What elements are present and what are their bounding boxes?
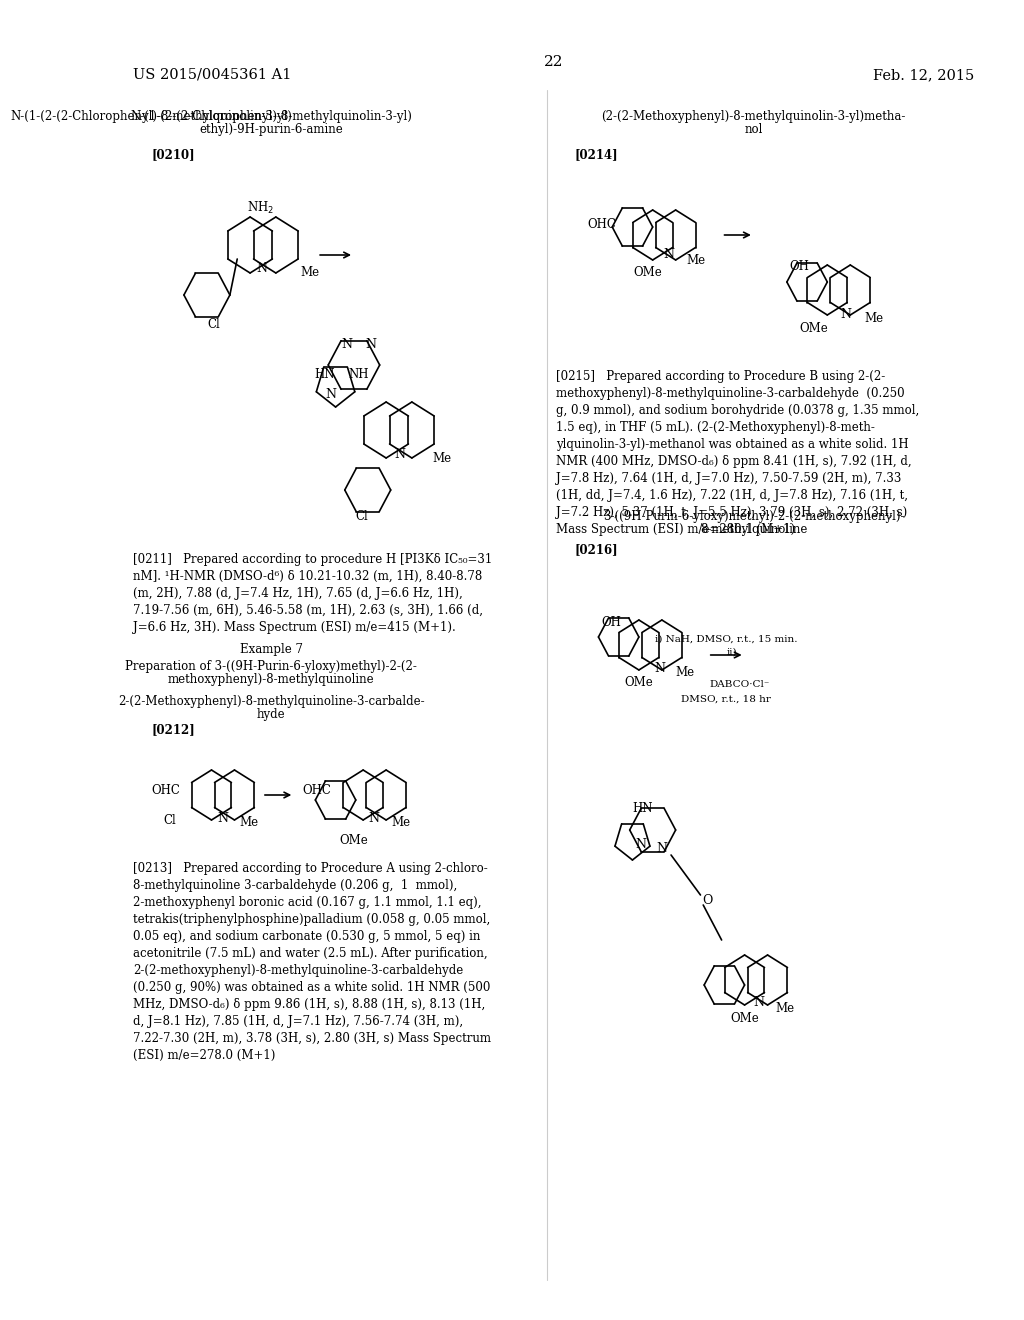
Text: ii): ii) [726, 648, 737, 657]
Text: 22: 22 [544, 55, 563, 69]
Text: Me: Me [687, 253, 706, 267]
Text: N-(1-(2-(2-Chlorophenyl)-8-methylquinolin-3-yl): N-(1-(2-(2-Chlorophenyl)-8-methylquinoli… [130, 110, 413, 123]
Text: N: N [365, 338, 376, 351]
Text: 3-((9H-Purin-6-yloxy)methyl)-2-(2-methoxyphenyl)-: 3-((9H-Purin-6-yloxy)methyl)-2-(2-methox… [603, 510, 904, 523]
Text: O: O [702, 894, 713, 907]
Text: OMe: OMe [730, 1011, 759, 1024]
Text: DMSO, r.t., 18 hr: DMSO, r.t., 18 hr [681, 696, 771, 704]
Text: hyde: hyde [257, 708, 286, 721]
Text: N: N [369, 812, 380, 825]
Text: [0213]   Prepared according to Procedure A using 2-chloro-
8-methylquinoline 3-c: [0213] Prepared according to Procedure A… [133, 862, 492, 1063]
Text: OHC: OHC [152, 784, 180, 796]
Text: Me: Me [239, 816, 258, 829]
Text: Me: Me [391, 816, 411, 829]
Text: US 2015/0045361 A1: US 2015/0045361 A1 [133, 69, 292, 82]
Text: Me: Me [864, 312, 883, 325]
Text: 8-methylquinoline: 8-methylquinoline [700, 523, 808, 536]
Text: i) NaH, DMSO, r.t., 15 min.: i) NaH, DMSO, r.t., 15 min. [655, 635, 798, 644]
Text: [0214]: [0214] [574, 148, 618, 161]
Text: HN: HN [314, 368, 335, 381]
Text: Me: Me [776, 1002, 795, 1015]
Text: N: N [656, 842, 668, 854]
Text: OHC: OHC [303, 784, 332, 796]
Text: OMe: OMe [634, 265, 663, 279]
Text: [0215]   Prepared according to Procedure B using 2-(2-
methoxyphenyl)-8-methylqu: [0215] Prepared according to Procedure B… [556, 370, 920, 536]
Text: NH$_2$: NH$_2$ [247, 199, 273, 216]
Text: [0212]: [0212] [152, 723, 196, 737]
Text: N-(1-(2-(2-Chlorophenyl)-8-methylquinolin-3-yl): N-(1-(2-(2-Chlorophenyl)-8-methylquinoli… [11, 110, 293, 123]
Text: Example 7: Example 7 [240, 643, 303, 656]
Text: [0211]   Prepared according to procedure H [PI3Kδ IC₅₀=31
nM]. ¹H-NMR (DMSO-d⁶) : [0211] Prepared according to procedure H… [133, 553, 493, 634]
Text: Cl: Cl [164, 813, 176, 826]
Text: DABCO·Cl⁻: DABCO·Cl⁻ [710, 680, 770, 689]
Text: OH: OH [601, 615, 622, 628]
Text: N: N [394, 449, 406, 462]
Text: ethyl)-9H-purin-6-amine: ethyl)-9H-purin-6-amine [200, 123, 343, 136]
Text: N: N [341, 338, 352, 351]
Text: [0210]: [0210] [152, 148, 196, 161]
Text: N: N [654, 661, 666, 675]
Text: nol: nol [744, 123, 763, 136]
Text: (2-(2-Methoxyphenyl)-8-methylquinolin-3-yl)metha-: (2-(2-Methoxyphenyl)-8-methylquinolin-3-… [601, 110, 906, 123]
Text: HN: HN [632, 801, 653, 814]
Text: OMe: OMe [340, 833, 369, 846]
Text: OMe: OMe [799, 322, 827, 334]
Text: N: N [326, 388, 337, 401]
Text: [0216]: [0216] [574, 543, 618, 556]
Text: Cl: Cl [356, 511, 369, 524]
Text: N: N [635, 838, 646, 851]
Text: OHC: OHC [588, 219, 616, 231]
Text: OMe: OMe [625, 676, 653, 689]
Text: methoxyphenyl)-8-methylquinoline: methoxyphenyl)-8-methylquinoline [168, 673, 375, 686]
Text: Me: Me [432, 451, 452, 465]
Text: Feb. 12, 2015: Feb. 12, 2015 [873, 69, 975, 82]
Text: N: N [217, 812, 228, 825]
Text: Me: Me [676, 665, 694, 678]
Text: N: N [664, 248, 675, 261]
Text: Cl: Cl [208, 318, 220, 331]
Text: N: N [257, 261, 267, 275]
Text: N: N [753, 995, 764, 1008]
Text: OH: OH [790, 260, 810, 273]
Text: 2-(2-Methoxyphenyl)-8-methylquinoline-3-carbalde-: 2-(2-Methoxyphenyl)-8-methylquinoline-3-… [118, 696, 425, 708]
Text: NH: NH [348, 368, 369, 381]
Text: Preparation of 3-((9H-Purin-6-yloxy)methyl)-2-(2-: Preparation of 3-((9H-Purin-6-yloxy)meth… [125, 660, 417, 673]
Text: N: N [840, 309, 851, 322]
Text: Me: Me [301, 265, 319, 279]
